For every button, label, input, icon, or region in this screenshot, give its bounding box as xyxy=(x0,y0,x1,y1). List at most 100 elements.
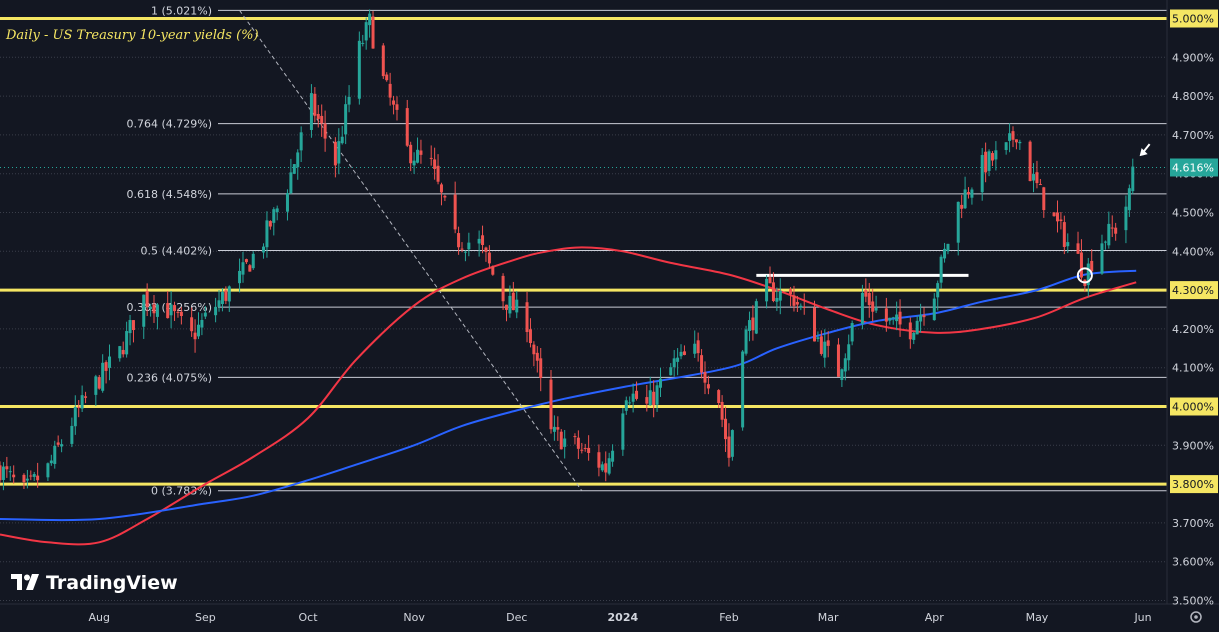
candle-body xyxy=(1062,222,1066,247)
price-tick-label[interactable]: 4.500% xyxy=(1172,207,1214,220)
candle-body xyxy=(1018,141,1022,144)
candle-body xyxy=(1042,187,1046,211)
candle-body xyxy=(628,402,632,404)
fib-level-label: 0.618 (4.548%) xyxy=(126,188,212,201)
candle-body xyxy=(316,113,320,119)
candle-body xyxy=(457,233,461,248)
candle-body xyxy=(730,430,734,457)
candle-body xyxy=(443,195,447,198)
candle-body xyxy=(799,305,803,308)
time-tick-label[interactable]: May xyxy=(1026,611,1049,624)
candle-body xyxy=(25,478,29,481)
candle-body xyxy=(337,141,341,164)
candle-body xyxy=(987,151,991,171)
candle-body xyxy=(5,466,9,470)
time-tick-label[interactable]: Jun xyxy=(1133,611,1151,624)
candle-body xyxy=(813,307,817,342)
axis-settings-icon[interactable] xyxy=(1190,611,1202,623)
time-tick-label[interactable]: Apr xyxy=(925,611,945,624)
candle-body xyxy=(36,475,40,481)
price-tick-label[interactable]: 4.100% xyxy=(1172,362,1214,375)
candle-body xyxy=(357,40,361,99)
price-tick-label[interactable]: 4.700% xyxy=(1172,129,1214,142)
arrow-marker-icon[interactable] xyxy=(1139,143,1151,157)
candle-body xyxy=(333,141,337,166)
tradingview-logo[interactable]: TradingView xyxy=(11,572,178,594)
price-tick-label[interactable]: 4.200% xyxy=(1172,323,1214,336)
candle-body xyxy=(960,204,964,209)
candle-body xyxy=(720,401,724,420)
fibonacci-retracement[interactable]: 1 (5.021%) 0.764 (4.729%) 0.618 (4.548%) 0.… xyxy=(126,4,1167,498)
candle-body xyxy=(104,362,108,371)
candle-body xyxy=(313,93,317,116)
candle-body xyxy=(166,303,170,319)
time-tick-label[interactable]: Dec xyxy=(506,611,527,624)
candle-body xyxy=(1131,166,1135,192)
time-tick-label[interactable]: Feb xyxy=(719,611,738,624)
price-tick-label[interactable]: 5.000% xyxy=(1172,13,1214,26)
candle-body xyxy=(970,189,974,198)
price-tick-label[interactable]: 4.400% xyxy=(1172,245,1214,258)
trendlines[interactable] xyxy=(239,10,969,491)
candle-body xyxy=(669,367,673,376)
time-tick-label[interactable]: 2024 xyxy=(608,611,639,624)
candle-body xyxy=(765,278,769,302)
key-levels[interactable] xyxy=(0,17,1167,486)
price-tick-label[interactable]: 3.600% xyxy=(1172,556,1214,569)
candle-body xyxy=(388,83,392,98)
candle-body xyxy=(826,340,830,346)
candle-body xyxy=(1066,242,1070,247)
fib-level-label: 0.382 (4.256%) xyxy=(126,301,212,314)
fib-level-label: 0.5 (4.402%) xyxy=(140,245,212,258)
candle-body xyxy=(309,93,313,130)
candle-body xyxy=(836,344,840,377)
time-tick-label[interactable]: Aug xyxy=(89,611,110,624)
candle-body xyxy=(364,22,368,41)
candle-body xyxy=(563,438,567,447)
candle-body xyxy=(1035,172,1039,184)
time-tick-label[interactable]: Mar xyxy=(818,611,839,624)
price-tick-label[interactable]: 3.900% xyxy=(1172,439,1214,452)
time-tick-label[interactable]: Oct xyxy=(298,611,318,624)
candle-body xyxy=(460,248,464,250)
candle-body xyxy=(891,317,895,319)
candle-body xyxy=(80,395,84,409)
candle-body xyxy=(693,343,697,354)
price-tick-label[interactable]: 3.500% xyxy=(1172,595,1214,608)
candle-body xyxy=(392,100,396,105)
candle-body xyxy=(149,306,153,309)
last-price-label[interactable]: 4.616% xyxy=(1172,161,1214,174)
price-tick-label[interactable]: 3.800% xyxy=(1172,478,1214,491)
candle-body xyxy=(439,184,443,193)
price-tick-label[interactable]: 4.300% xyxy=(1172,284,1214,297)
time-tick-label[interactable]: Nov xyxy=(403,611,425,624)
price-tick-label[interactable]: 4.900% xyxy=(1172,51,1214,64)
candle-body xyxy=(768,277,772,284)
candle-body xyxy=(860,292,864,324)
candle-body xyxy=(679,351,683,357)
price-axis[interactable]: 5.000%4.900%4.800%4.700%4.600%4.500%4.40… xyxy=(1170,9,1218,608)
candle-body xyxy=(275,208,279,213)
candle-body xyxy=(289,172,293,194)
candle-body xyxy=(597,452,601,468)
candle-body xyxy=(1004,142,1008,150)
candle-body xyxy=(347,96,351,105)
annotations[interactable] xyxy=(1076,143,1151,284)
candle-body xyxy=(943,248,947,259)
time-axis[interactable]: Aug Sep Oct Nov Dec 2024 Feb Mar Apr May Jun xyxy=(89,611,1152,624)
price-tick-label[interactable]: 3.700% xyxy=(1172,517,1214,530)
price-tick-label[interactable]: 4.800% xyxy=(1172,90,1214,103)
candle-body xyxy=(29,475,33,477)
price-tag-highlight xyxy=(1170,397,1218,416)
circle-marker[interactable] xyxy=(1076,267,1093,284)
candle-body xyxy=(121,349,125,355)
price-tick-label[interactable]: 4.000% xyxy=(1172,401,1214,414)
diagonal-trendline[interactable] xyxy=(239,10,583,491)
candle-body xyxy=(32,474,36,477)
candle-body xyxy=(108,356,112,368)
time-tick-label[interactable]: Sep xyxy=(195,611,216,624)
candle-body xyxy=(792,295,796,306)
